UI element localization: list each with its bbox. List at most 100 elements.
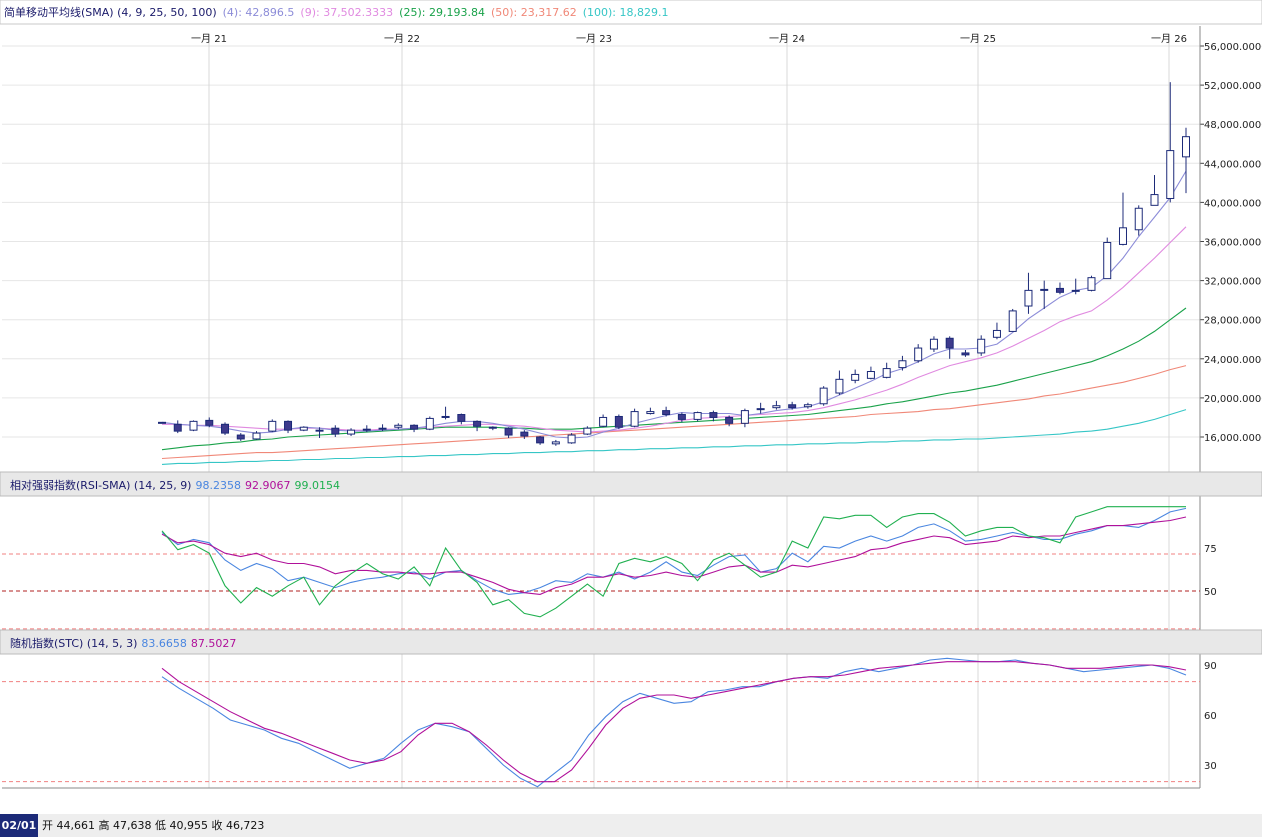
candle-body — [788, 404, 797, 409]
candle-body — [536, 436, 545, 444]
candle-body — [425, 417, 434, 430]
rsi-legend-item-0: 98.2358 — [195, 479, 241, 492]
candle-body — [630, 411, 639, 427]
candle-body — [1166, 150, 1175, 199]
price-tick-label: 36,000.0000 — [1204, 238, 1262, 249]
candle-body — [173, 423, 182, 432]
candle-body — [835, 378, 844, 394]
candle-body — [236, 434, 245, 440]
candle-body — [992, 329, 1001, 338]
candle-body — [1103, 241, 1112, 280]
rsi-tick-label: 75 — [1204, 544, 1217, 555]
candle-body — [1040, 288, 1049, 291]
price-tick-label: 28,000.0000 — [1204, 316, 1262, 327]
candle-body — [1071, 289, 1080, 292]
candle-body — [772, 405, 781, 409]
stc-tick-label: 60 — [1204, 711, 1217, 722]
candle-body — [709, 412, 718, 418]
price-tick-label: 24,000.0000 — [1204, 355, 1262, 366]
candle-body — [299, 426, 308, 431]
stc-legend-item-0: 83.6658 — [141, 637, 187, 650]
price-legend-title: 简单移动平均线(SMA) (4, 9, 25, 50, 100) — [4, 5, 217, 19]
footer-date: 02/01 — [0, 814, 38, 837]
candle-body — [347, 429, 356, 435]
candle-body — [1055, 287, 1064, 293]
rsi-legend-title: 相对强弱指数(RSI-SMA) (14, 25, 9) — [10, 478, 191, 492]
candle-body — [614, 415, 623, 428]
candle-body — [662, 410, 671, 416]
candle-body — [394, 424, 403, 428]
candle-body — [205, 419, 214, 426]
candle-body — [945, 337, 954, 349]
price-legend-bar — [0, 0, 1262, 25]
candle-body — [961, 352, 970, 356]
candle-body — [189, 420, 198, 431]
candle-body — [441, 415, 450, 418]
price-tick-label: 16,000.0000 — [1204, 433, 1262, 444]
candle-body — [315, 429, 324, 432]
candle-body — [583, 427, 592, 435]
rsi-legend-item-1: 92.9067 — [245, 479, 291, 492]
candle-body — [977, 338, 986, 354]
candle-body — [740, 410, 749, 424]
x-tick-label: 一月 21 — [191, 33, 227, 45]
rsi-header-bar — [0, 471, 1262, 497]
candle-body — [410, 424, 419, 430]
price-tick-label: 44,000.0000 — [1204, 159, 1262, 170]
candle-body — [677, 414, 686, 420]
candle-body — [725, 416, 734, 424]
x-tick-label: 一月 24 — [769, 33, 805, 45]
candle-body — [929, 338, 938, 350]
chart-canvas[interactable]: 简单移动平均线(SMA) (4, 9, 25, 50, 100) (4): 42,… — [0, 0, 1262, 814]
candle-body — [221, 423, 230, 434]
candle-body — [520, 431, 529, 437]
candle-body — [268, 420, 277, 432]
rsi-series-line-2 — [161, 506, 1186, 618]
price-tick-label: 56,000.0000 — [1204, 42, 1262, 53]
candle-body — [567, 434, 576, 444]
stc-legend-item-1: 87.5027 — [191, 637, 237, 650]
stc-tick-label: 90 — [1204, 661, 1217, 672]
price-legend-item-3: (50): 23,317.62 — [491, 6, 577, 19]
price-tick-label: 32,000.0000 — [1204, 277, 1262, 288]
candle-body — [1118, 227, 1127, 245]
candle-body — [1134, 207, 1143, 231]
price-tick-label: 48,000.0000 — [1204, 120, 1262, 131]
candle-body — [1008, 310, 1017, 332]
candle-body — [803, 404, 812, 408]
price-panel — [2, 26, 1200, 472]
candle-body — [866, 371, 875, 379]
candle-body — [914, 347, 923, 362]
candle-body — [457, 414, 466, 422]
candle-body — [362, 428, 371, 431]
candle-body — [504, 427, 513, 436]
x-tick-label: 一月 26 — [1151, 33, 1187, 45]
sma50-line — [161, 365, 1187, 460]
price-legend-item-2: (25): 29,193.84 — [399, 6, 485, 19]
candle-body — [473, 420, 482, 427]
candle-body — [488, 426, 497, 429]
price-tick-label: 52,000.0000 — [1204, 81, 1262, 92]
stc-tick-label: 30 — [1204, 761, 1217, 772]
candle-body — [599, 416, 608, 427]
stc-legend-title: 随机指数(STC) (14, 5, 3) — [10, 636, 137, 650]
candle-body — [284, 420, 293, 431]
sma100-line — [161, 409, 1187, 465]
candle-body — [1024, 289, 1033, 307]
rsi-legend-item-2: 99.0154 — [294, 479, 340, 492]
candle-body — [693, 412, 702, 420]
candle-body — [819, 387, 828, 405]
candle-body — [1087, 277, 1096, 291]
candle-body — [756, 408, 765, 411]
candle-body — [551, 441, 560, 445]
rsi-series-line-0 — [161, 507, 1187, 595]
rsi-tick-label: 50 — [1204, 587, 1217, 598]
candle-body — [331, 427, 340, 435]
footer-bar: 02/01 开 44,661 高 47,638 低 40,955 收 46,72… — [0, 814, 1262, 837]
stc-series-line-1 — [161, 661, 1187, 783]
x-tick-label: 一月 22 — [384, 33, 420, 45]
price-tick-label: 40,000.0000 — [1204, 198, 1262, 209]
candle-body — [378, 427, 387, 430]
stc-header-bar — [0, 629, 1262, 655]
price-legend-item-4: (100): 18,829.1 — [583, 6, 669, 19]
